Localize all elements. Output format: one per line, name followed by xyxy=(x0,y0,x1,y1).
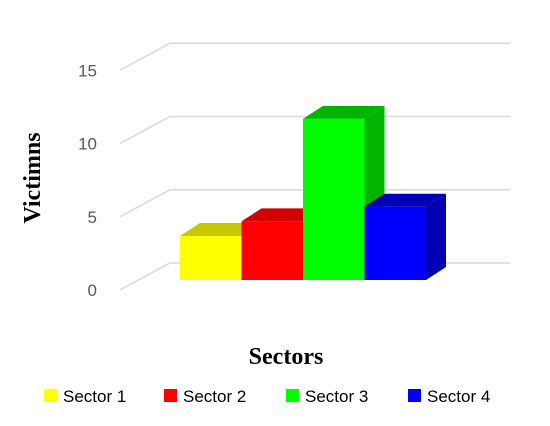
legend-item-4: Sector 4 xyxy=(408,387,490,406)
y-tick-labels: 0 5 10 15 xyxy=(78,61,97,300)
y-tick-label: 5 xyxy=(88,208,97,227)
x-axis-title: Sectors xyxy=(249,344,324,370)
legend-label: Sector 2 xyxy=(183,387,246,406)
legend-item-3: Sector 3 xyxy=(286,387,368,406)
bar-front xyxy=(303,118,365,280)
legend-label: Sector 4 xyxy=(427,387,490,406)
bar-top xyxy=(303,105,385,119)
bar-side xyxy=(426,193,446,280)
bar-front xyxy=(364,206,426,280)
legend-swatch xyxy=(164,389,177,402)
gridline xyxy=(119,189,510,218)
y-tick-label: 10 xyxy=(78,135,97,154)
legend-item-2: Sector 2 xyxy=(164,387,246,406)
gridline xyxy=(119,115,510,145)
y-tick-label: 0 xyxy=(88,281,97,300)
legend: Sector 1 Sector 2 Sector 3 Sector 4 xyxy=(44,387,490,406)
legend-swatch xyxy=(286,389,299,402)
bar-top xyxy=(364,193,446,207)
legend-swatch xyxy=(408,389,421,402)
legend-label: Sector 1 xyxy=(63,387,126,406)
bar-4 xyxy=(364,193,446,280)
bar-front xyxy=(241,221,303,280)
bar-top xyxy=(180,223,262,237)
legend-label: Sector 3 xyxy=(305,387,368,406)
legend-swatch xyxy=(44,389,57,402)
gridline xyxy=(119,42,510,71)
y-axis-title: Victimns xyxy=(20,132,46,223)
bar-top xyxy=(241,208,323,222)
bar-front xyxy=(180,236,242,280)
y-tick-label: 15 xyxy=(78,61,97,80)
legend-item-1: Sector 1 xyxy=(44,387,126,406)
bars xyxy=(180,105,446,280)
